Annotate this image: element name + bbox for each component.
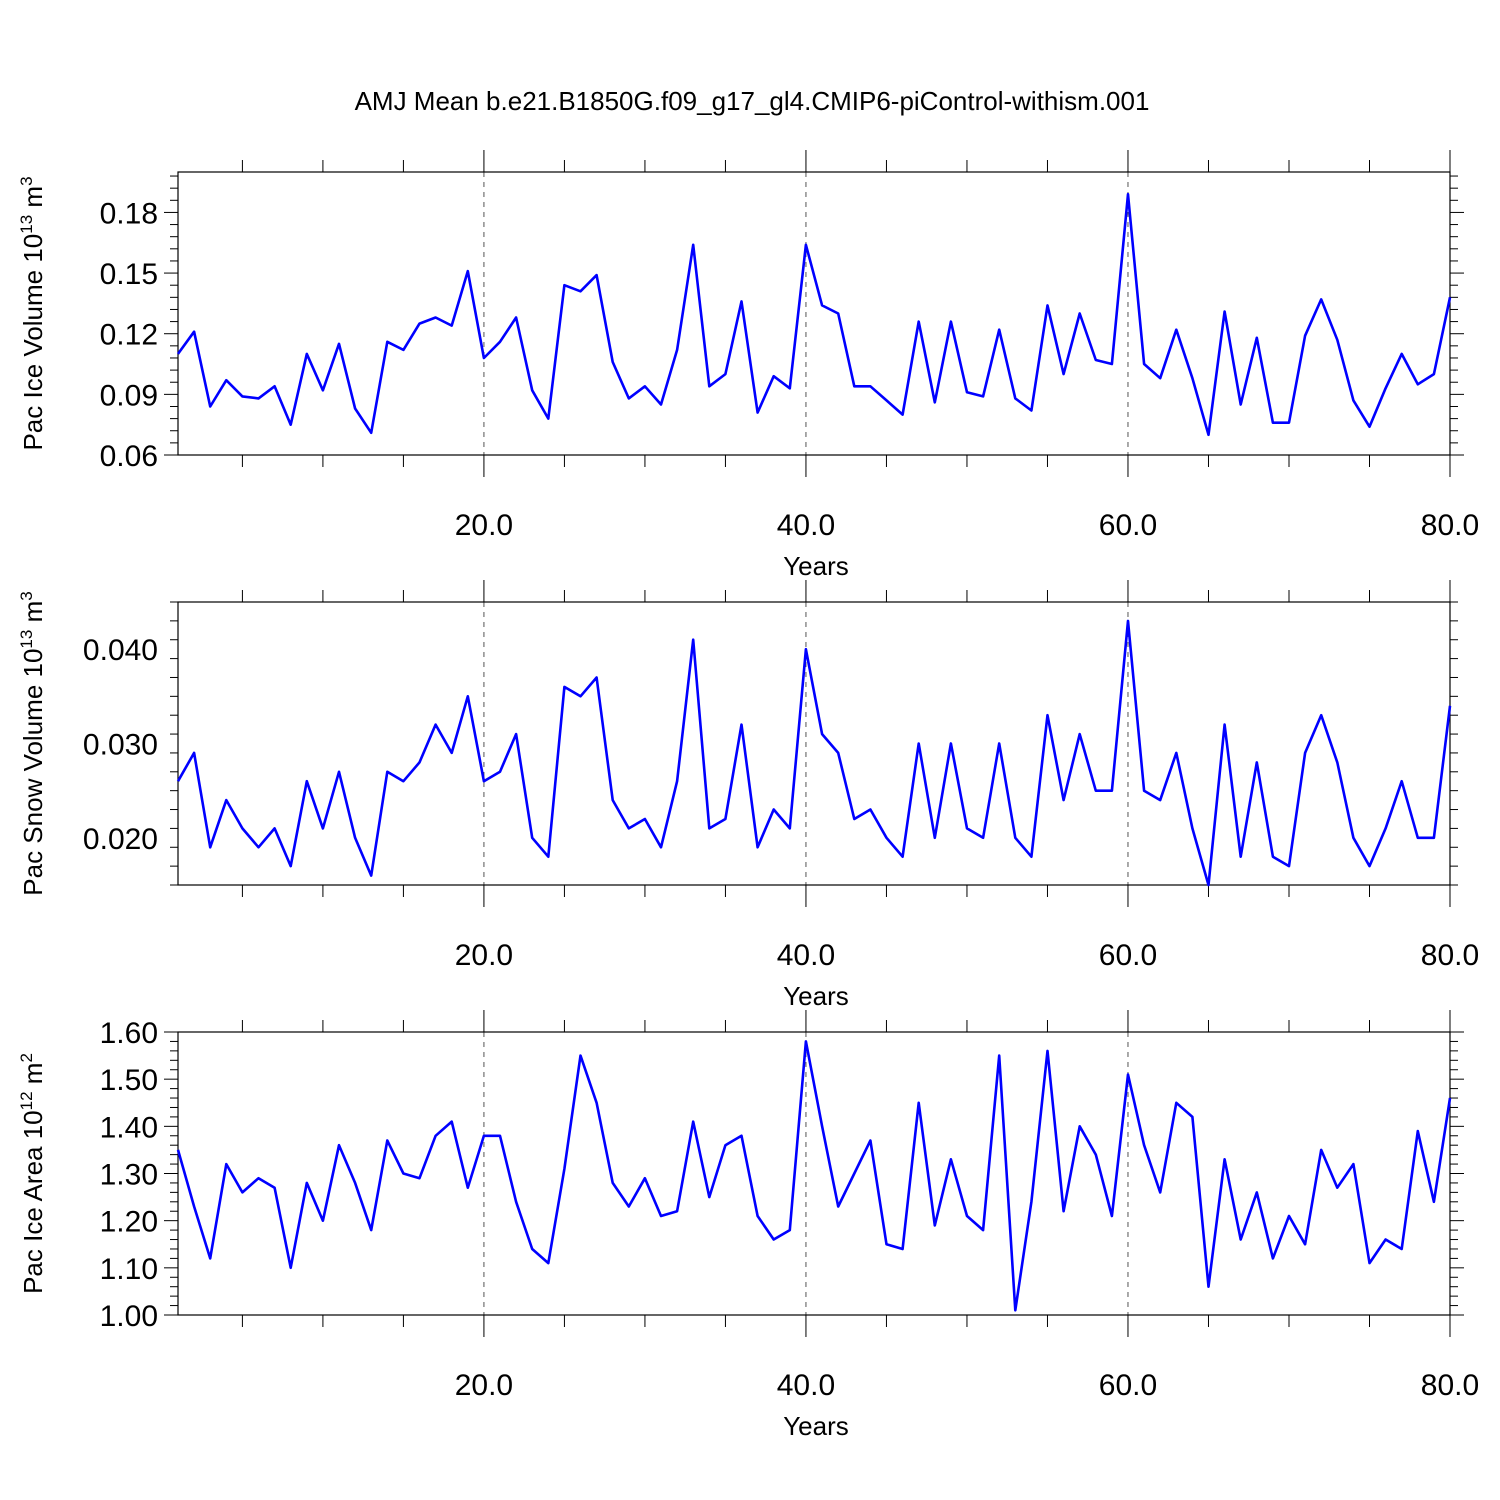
x-tick-label: 80.0 <box>1421 509 1479 542</box>
x-tick-label: 20.0 <box>455 1369 513 1402</box>
series-line <box>176 619 1452 887</box>
x-tick-label: 60.0 <box>1099 509 1157 542</box>
x-tick-label: 40.0 <box>777 1369 835 1402</box>
x-tick-label: 20.0 <box>455 939 513 972</box>
y-tick-label: 0.06 <box>100 440 158 473</box>
y-axis-label: Pac Snow Volume 1013 m3 <box>17 591 48 895</box>
y-tick-label: 0.18 <box>100 197 158 230</box>
x-tick-label: 60.0 <box>1099 939 1157 972</box>
y-tick-label: 0.040 <box>83 634 158 667</box>
plot-frame <box>177 171 1451 456</box>
x-tick-label: 80.0 <box>1421 1369 1479 1402</box>
figure-title: AMJ Mean b.e21.B1850G.f09_g17_gl4.CMIP6-… <box>355 86 1150 116</box>
y-tick-label: 1.60 <box>100 1017 158 1050</box>
y-tick-label: 1.50 <box>100 1064 158 1097</box>
x-tick-label: 40.0 <box>777 509 835 542</box>
series-line <box>176 192 1452 437</box>
y-tick-label: 1.10 <box>100 1253 158 1286</box>
panel-2: 0.020 0.030 0.040 20.0 40.0 60.0 80.0 Years Pac … <box>17 580 1479 1011</box>
x-tick-label: 20.0 <box>455 509 513 542</box>
plot-frame <box>177 601 1451 886</box>
y-tick-label: 0.030 <box>83 729 158 762</box>
y-axis-label: Pac Ice Area 1012 m2 <box>17 1053 48 1294</box>
x-tick-label: 40.0 <box>777 939 835 972</box>
x-axis-label: Years <box>783 981 849 1011</box>
y-tick-label: 0.09 <box>100 379 158 412</box>
panel-3: 1.00 1.10 1.20 1.30 1.40 1.50 1.60 20.0 40.0 60.0… <box>17 1010 1479 1441</box>
y-tick-label: 1.40 <box>100 1111 158 1144</box>
x-axis-label: Years <box>783 551 849 581</box>
x-tick-label: 80.0 <box>1421 939 1479 972</box>
plot-frame <box>177 1031 1451 1316</box>
y-tick-label: 0.12 <box>100 319 158 352</box>
x-tick-label: 60.0 <box>1099 1369 1157 1402</box>
y-tick-label: 0.020 <box>83 823 158 856</box>
y-tick-label: 1.00 <box>100 1300 158 1333</box>
series-line <box>176 1040 1452 1312</box>
panel-1: 0.06 0.09 0.12 0.15 0.18 20.0 40.0 60.0 80.0 Year… <box>17 150 1479 581</box>
y-tick-label: 0.15 <box>100 258 158 291</box>
y-tick-label: 1.20 <box>100 1206 158 1239</box>
x-axis-label: Years <box>783 1411 849 1441</box>
y-tick-label: 1.30 <box>100 1159 158 1192</box>
y-axis-label: Pac Ice Volume 1013 m3 <box>17 176 48 450</box>
